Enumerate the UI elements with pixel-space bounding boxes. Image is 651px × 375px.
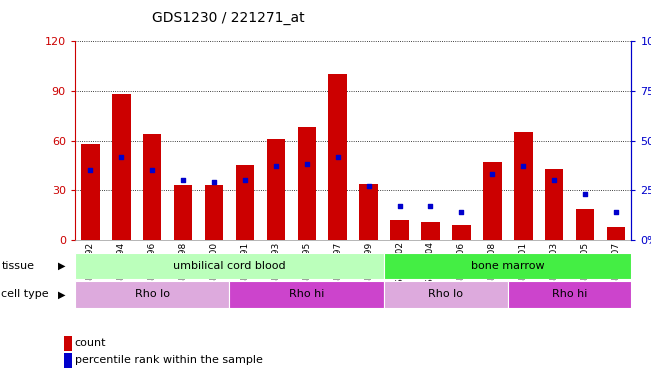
Text: Rho lo: Rho lo — [428, 290, 464, 299]
Text: Rho hi: Rho hi — [289, 290, 324, 299]
Bar — [508, 281, 631, 308]
Bar — [545, 169, 563, 240]
Bar — [359, 184, 378, 240]
Text: percentile rank within the sample: percentile rank within the sample — [75, 355, 263, 365]
Bar — [384, 281, 508, 308]
Bar — [112, 94, 130, 240]
Text: Rho lo: Rho lo — [135, 290, 170, 299]
Text: ▶: ▶ — [58, 290, 66, 299]
Point — [271, 164, 281, 170]
Point — [425, 203, 436, 209]
Text: GDS1230 / 221271_at: GDS1230 / 221271_at — [152, 11, 304, 25]
Bar — [391, 220, 409, 240]
Point — [116, 153, 126, 159]
Point — [333, 153, 343, 159]
Point — [240, 177, 250, 183]
Text: umbilical cord blood: umbilical cord blood — [173, 261, 286, 271]
Point — [178, 177, 188, 183]
Bar — [267, 139, 285, 240]
Bar — [607, 227, 625, 240]
Bar — [452, 225, 471, 240]
Bar — [514, 132, 533, 240]
Point — [580, 191, 590, 197]
Point — [301, 162, 312, 168]
Point — [518, 164, 529, 170]
Point — [85, 167, 96, 173]
Bar — [143, 134, 161, 240]
Bar — [174, 185, 193, 240]
Bar — [81, 144, 100, 240]
Bar — [205, 185, 223, 240]
Text: cell type: cell type — [1, 290, 49, 299]
Bar — [298, 128, 316, 240]
Point — [487, 171, 497, 177]
Point — [363, 183, 374, 189]
Point — [549, 177, 559, 183]
Point — [147, 167, 158, 173]
Bar — [421, 222, 440, 240]
Text: count: count — [75, 338, 106, 348]
Bar — [483, 162, 501, 240]
Bar — [329, 74, 347, 240]
Text: ▶: ▶ — [58, 261, 66, 271]
Bar — [575, 209, 594, 240]
Text: Rho hi: Rho hi — [552, 290, 587, 299]
Point — [456, 209, 467, 215]
Point — [395, 203, 405, 209]
Bar — [236, 165, 254, 240]
Bar — [230, 281, 384, 308]
Bar — [75, 281, 230, 308]
Bar — [384, 253, 631, 279]
Point — [209, 179, 219, 185]
Text: tissue: tissue — [1, 261, 35, 271]
Point — [611, 209, 621, 215]
Text: bone marrow: bone marrow — [471, 261, 545, 271]
Bar — [75, 253, 384, 279]
